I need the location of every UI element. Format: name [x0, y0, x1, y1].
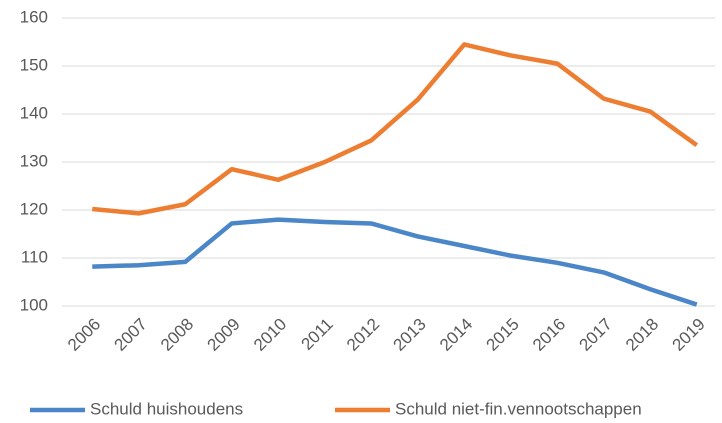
y-tick-label: 150	[20, 55, 48, 74]
x-tick-label: 2015	[483, 315, 523, 355]
x-tick-label: 2009	[204, 315, 244, 355]
y-tick-label: 110	[21, 247, 48, 266]
y-tick-label: 120	[20, 199, 48, 218]
y-tick-label: 130	[20, 151, 48, 170]
y-tick-label: 140	[20, 103, 48, 122]
series-line	[92, 42, 699, 216]
x-tick-label: 2013	[390, 315, 430, 355]
series-line	[92, 217, 698, 307]
x-tick-label: 2007	[111, 315, 151, 355]
x-tick-label: 2016	[529, 315, 569, 355]
x-tick-label: 2010	[250, 315, 290, 355]
x-tick-label: 2012	[343, 315, 383, 355]
x-tick-label: 2006	[64, 315, 104, 355]
x-tick-label: 2018	[622, 315, 662, 355]
x-tick-label: 2019	[669, 315, 709, 355]
legend-label: Schuld huishoudens	[90, 399, 243, 418]
x-tick-label: 2011	[297, 315, 336, 354]
legend-label: Schuld niet-fin.vennootschappen	[395, 399, 642, 418]
x-tick-label: 2008	[157, 315, 197, 355]
x-tick-label: 2014	[436, 315, 476, 355]
y-tick-label: 160	[20, 7, 48, 26]
x-tick-label: 2017	[576, 315, 616, 355]
y-tick-label: 100	[20, 295, 48, 314]
